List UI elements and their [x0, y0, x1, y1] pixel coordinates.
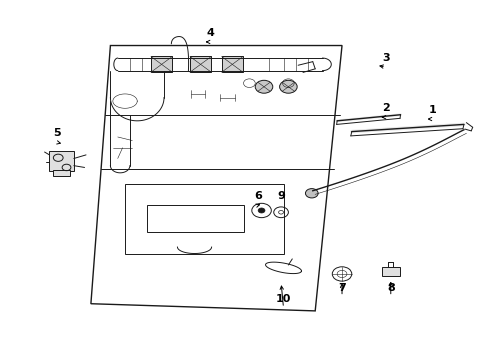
- Circle shape: [305, 189, 318, 198]
- Bar: [49, 151, 74, 171]
- Text: 5: 5: [53, 129, 61, 138]
- Circle shape: [279, 80, 297, 93]
- Text: 6: 6: [254, 191, 262, 201]
- Text: 3: 3: [381, 53, 389, 63]
- Text: 8: 8: [386, 283, 394, 293]
- Bar: [189, 57, 211, 72]
- Text: 4: 4: [206, 28, 214, 38]
- Text: 10: 10: [275, 294, 290, 304]
- Text: 1: 1: [427, 105, 435, 115]
- Bar: [53, 170, 70, 176]
- Text: 2: 2: [381, 103, 389, 113]
- Bar: [221, 57, 243, 72]
- Circle shape: [258, 208, 264, 213]
- Text: 9: 9: [277, 191, 285, 201]
- Text: 7: 7: [338, 283, 345, 293]
- Bar: [151, 57, 172, 72]
- Bar: [381, 267, 399, 276]
- Circle shape: [255, 80, 272, 93]
